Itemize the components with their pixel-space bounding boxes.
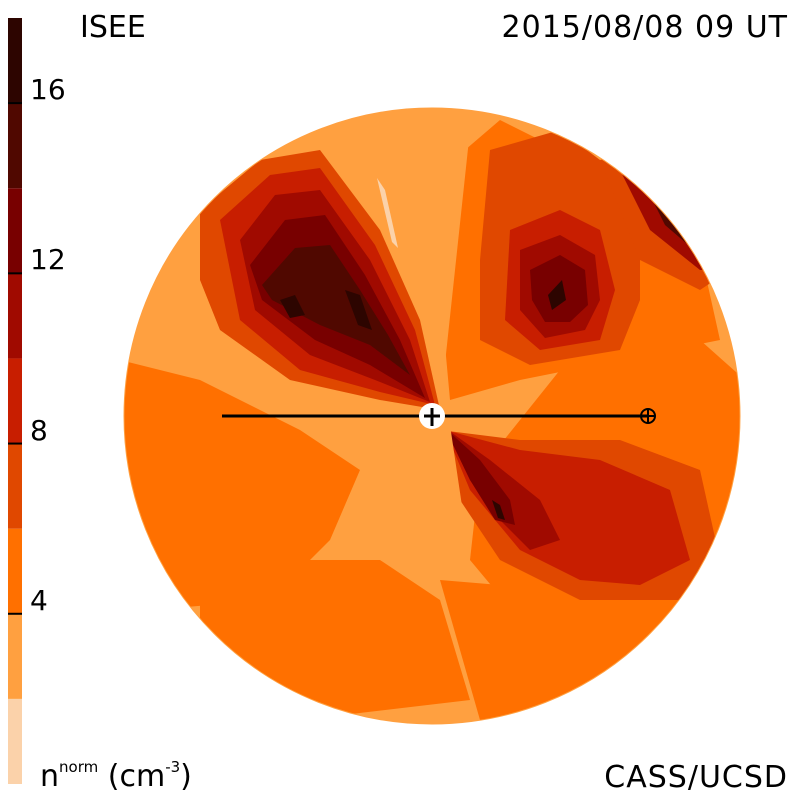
unit-exp: -3 xyxy=(165,758,181,776)
earth-marker xyxy=(640,408,656,424)
colorbar-segment-5 xyxy=(8,273,22,359)
lobe-mid-core xyxy=(548,280,566,310)
unit-paren-open: (cm xyxy=(98,759,166,794)
region-left-belt xyxy=(124,360,360,610)
unit-base: n xyxy=(40,759,60,794)
colorbar-segment-0 xyxy=(8,698,22,784)
lobe-left-core-b xyxy=(345,290,372,330)
colorbar-tick-label: 12 xyxy=(30,243,66,277)
colorbar-tick-label: 8 xyxy=(30,413,48,447)
colorbar-segment-2 xyxy=(8,528,22,614)
unit-sup: norm xyxy=(59,758,99,776)
credit-label: CASS/UCSD xyxy=(604,760,788,795)
date-label: 2015/08/08 09 UT xyxy=(501,10,788,45)
unit-paren-close: ) xyxy=(180,759,192,794)
lobe-left-l5 xyxy=(262,245,410,375)
colorbar-segment-8 xyxy=(8,18,22,104)
lobe-lr-core xyxy=(492,500,505,520)
colorbar-unit-label: nnorm (cm-3) xyxy=(40,758,192,794)
colorbar-tick-label: 16 xyxy=(30,73,66,107)
sun-marker xyxy=(419,403,445,429)
radial-wedge-top xyxy=(410,130,470,410)
lobe-left-core-a xyxy=(280,295,305,318)
lobe-lr-l4 xyxy=(445,428,515,525)
colorbar-segment-4 xyxy=(8,358,22,444)
radial-wedge-bottom xyxy=(400,425,470,560)
light-streak xyxy=(377,178,398,248)
colorbar-ticks xyxy=(8,102,22,615)
colorbar-segment-1 xyxy=(8,613,22,699)
instrument-label: ISEE xyxy=(80,10,146,45)
colorbar-segment-7 xyxy=(8,103,22,189)
colorbar-tick-label: 4 xyxy=(30,583,48,617)
disk-outline xyxy=(123,107,741,725)
colorbar xyxy=(8,18,22,784)
colorbar-segment-6 xyxy=(8,188,22,274)
lobe-lr-l2 xyxy=(445,430,690,585)
colorbar-segment-3 xyxy=(8,443,22,529)
